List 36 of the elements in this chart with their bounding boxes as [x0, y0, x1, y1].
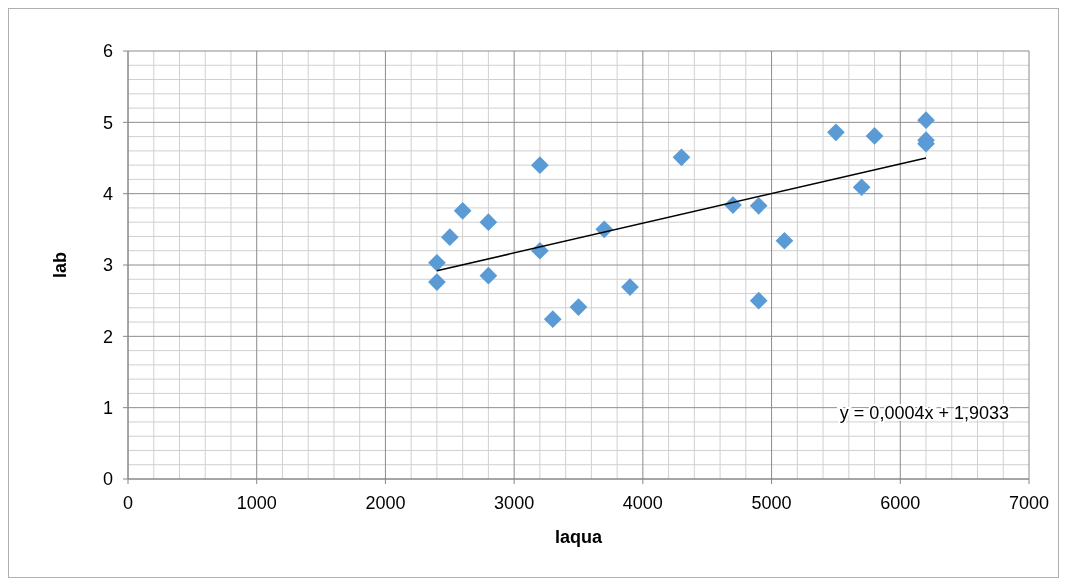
- x-tick-label: 0: [122, 493, 134, 513]
- y-tick-label: 0: [102, 469, 113, 490]
- point: [428, 273, 446, 291]
- point: [917, 111, 935, 130]
- x-tick-label: 1000: [236, 493, 277, 513]
- y-axis-title: lab: [50, 251, 70, 279]
- x-tick-label: 7000: [1008, 493, 1050, 513]
- x-tick-label: 3000: [494, 493, 535, 513]
- y-tick-label: 6: [102, 41, 113, 62]
- point: [749, 196, 768, 215]
- y-tick-label: 2: [102, 326, 113, 347]
- point: [775, 231, 794, 250]
- point: [569, 298, 588, 316]
- x-axis-title: laqua: [554, 527, 603, 547]
- x-tick-label: 4000: [622, 493, 663, 513]
- point: [479, 213, 498, 232]
- point: [543, 310, 562, 329]
- x-tick-label: 2000: [365, 493, 406, 513]
- point: [440, 228, 459, 247]
- point: [749, 291, 768, 310]
- y-tick-label: 1: [102, 397, 113, 418]
- point: [865, 127, 884, 145]
- x-tick-label: 5000: [751, 493, 792, 513]
- y-tick-label: 4: [102, 183, 113, 204]
- annotation: y = 0,0004x + 1,9033: [839, 403, 1009, 423]
- y-tick-label: 3: [102, 255, 113, 276]
- x-tick-label: 6000: [880, 493, 921, 513]
- point: [479, 266, 498, 285]
- y-tick-label: 5: [102, 112, 113, 133]
- point: [621, 278, 639, 296]
- point: [453, 201, 472, 220]
- point: [672, 148, 691, 167]
- point: [827, 123, 845, 142]
- point: [531, 156, 549, 174]
- point: [428, 254, 446, 272]
- point: [852, 178, 871, 197]
